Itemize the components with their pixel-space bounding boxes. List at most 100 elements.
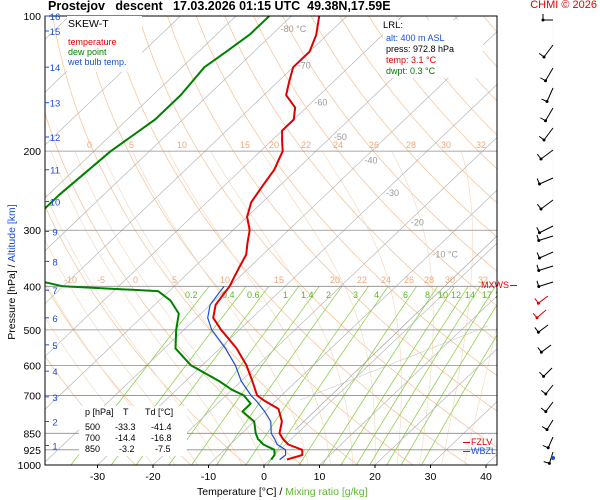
dry-adiabat-label: 26 bbox=[404, 275, 414, 285]
moist-adiabat-line bbox=[441, 151, 474, 465]
mixing-ratio-label: 2 bbox=[326, 290, 331, 300]
dry-adiabat-line bbox=[282, 16, 497, 272]
wind-barb bbox=[538, 324, 549, 333]
x-tick-label: -20 bbox=[145, 471, 160, 483]
pressure-tick-label: 850 bbox=[23, 428, 41, 440]
isotherm-line bbox=[45, 31, 497, 463]
isotherm-label: -20 bbox=[411, 217, 424, 227]
wind-barb-ground-dot bbox=[551, 456, 555, 460]
mixing-ratio-line bbox=[321, 286, 438, 465]
mixing-ratio-label: 4 bbox=[374, 290, 379, 300]
wind-barb bbox=[545, 384, 554, 395]
isotherm-line bbox=[45, 16, 237, 199]
altitude-tick-label: 2 bbox=[52, 417, 57, 428]
table-header-t: T bbox=[123, 407, 129, 417]
dry-adiabat-label: 0 bbox=[133, 275, 138, 285]
level-table: p [hPa] T Td [°C] 500 -33.3 -41.4 700 -1… bbox=[79, 406, 187, 456]
altitude-tick-label: 7 bbox=[52, 286, 57, 297]
mixing-ratio-label: 20 bbox=[495, 290, 505, 300]
dry-adiabat-line bbox=[368, 16, 497, 170]
altitude-tick-label: 8 bbox=[52, 257, 57, 268]
wind-barb-dot bbox=[535, 316, 539, 320]
mxws-marker: MXWS bbox=[481, 280, 517, 290]
mxws-label: MXWS bbox=[481, 280, 509, 290]
x-tick-label: 30 bbox=[425, 471, 437, 483]
isotherm-label: -80 °C bbox=[281, 24, 307, 34]
wind-barb-dot bbox=[545, 100, 549, 103]
dry-adiabat-label: 5 bbox=[172, 275, 177, 285]
isotherm-line bbox=[45, 16, 292, 252]
dry-adiabat-label: 30 bbox=[441, 140, 451, 150]
x-tick-label: -30 bbox=[90, 471, 105, 483]
dry-adiabat-label: 28 bbox=[406, 140, 416, 150]
isotherm-line bbox=[374, 348, 497, 465]
dry-adiabat-line bbox=[483, 16, 497, 33]
dry-adiabat-label: 5 bbox=[129, 140, 134, 150]
wind-barb bbox=[545, 67, 554, 82]
xlabel-temperature: Temperature [°C] bbox=[197, 486, 277, 498]
isotherm-line bbox=[319, 295, 497, 465]
altitude-tick-label: 1 bbox=[52, 442, 57, 453]
wind-barb bbox=[543, 367, 553, 377]
guide-line bbox=[299, 325, 489, 401]
mixing-ratio-label: 12 bbox=[451, 290, 461, 300]
wind-barb-dot bbox=[537, 269, 541, 272]
dry-adiabat-line bbox=[339, 16, 497, 204]
isotherm-line bbox=[430, 401, 497, 465]
x-tick-label: 40 bbox=[480, 471, 492, 483]
ylabel-altitude: Altitude [km] bbox=[6, 204, 18, 263]
xlabel-mixing-ratio: Mixing ratio [g/kg] bbox=[285, 486, 368, 498]
mixing-ratio-line bbox=[267, 286, 389, 465]
mixing-ratio-label: 3 bbox=[353, 290, 358, 300]
dry-adiabat-line bbox=[310, 16, 497, 238]
isotherm-label: -50 bbox=[334, 132, 347, 142]
cell-p: 700 bbox=[85, 433, 101, 443]
wbzl-marker: WBZL bbox=[463, 446, 496, 456]
wind-barb-dot bbox=[544, 392, 548, 396]
x-axis-title: Temperature [°C] / Mixing ratio [g/kg] bbox=[197, 486, 368, 498]
dry-adiabat-line bbox=[45, 355, 136, 465]
dry-adiabat-label: 15 bbox=[274, 275, 284, 285]
altitude-tick-label: 3 bbox=[52, 393, 57, 404]
wind-barb bbox=[543, 127, 554, 141]
pressure-tick-label: 500 bbox=[23, 325, 41, 337]
dry-adiabat-label: 28 bbox=[424, 275, 434, 285]
isotherm-line bbox=[263, 242, 497, 465]
x-tick-label: 20 bbox=[369, 471, 381, 483]
dry-adiabat-line bbox=[512, 16, 600, 465]
dry-adiabat-label: 22 bbox=[301, 140, 311, 150]
dry-adiabat-label: -5 bbox=[97, 275, 105, 285]
altitude-tick-label: 9 bbox=[52, 228, 57, 239]
wind-barb bbox=[539, 225, 554, 234]
isotherm-label: -40 bbox=[365, 156, 378, 166]
wind-barb-dot bbox=[539, 207, 543, 211]
dry-adiabat-line bbox=[454, 16, 497, 68]
lrl-dwpt: dwpt: 0.3 °C bbox=[386, 66, 436, 76]
wind-barb-dot bbox=[538, 231, 541, 235]
isotherm-label: -60 bbox=[314, 98, 327, 108]
cell-td: -16.8 bbox=[151, 433, 172, 443]
altitude-tick-label: 10 bbox=[50, 198, 61, 209]
dry-adiabat-line bbox=[195, 16, 497, 377]
moist-adiabat-line bbox=[463, 324, 497, 465]
lrl-title: LRL: bbox=[383, 20, 404, 31]
wind-barb-dot bbox=[545, 428, 549, 432]
isotherm-line bbox=[542, 16, 600, 465]
dry-adiabat-label: 20 bbox=[330, 275, 340, 285]
pressure-tick-label: 100 bbox=[23, 11, 41, 23]
grid-lines: -80 °C-70-60-50-40-30-20-10 °C0 5 10 15 20 22… bbox=[45, 16, 600, 465]
mixing-ratio-label: 10 bbox=[438, 290, 448, 300]
dry-adiabat-label: 15 bbox=[240, 140, 250, 150]
dry-adiabat-line bbox=[570, 16, 600, 465]
isotherm-label: -30 bbox=[386, 188, 399, 198]
isotherm-line bbox=[45, 16, 348, 305]
legend-temperature: temperature bbox=[68, 37, 117, 47]
wind-barb bbox=[543, 44, 554, 58]
cell-td: -41.4 bbox=[151, 422, 172, 432]
altitude-tick-label: 15 bbox=[50, 27, 61, 38]
isotherm-label: -70 bbox=[298, 61, 311, 71]
dry-adiabat-label: 32 bbox=[478, 275, 488, 285]
mixing-ratio-label: 0.4 bbox=[222, 290, 235, 300]
wind-barb-dot bbox=[538, 256, 541, 260]
